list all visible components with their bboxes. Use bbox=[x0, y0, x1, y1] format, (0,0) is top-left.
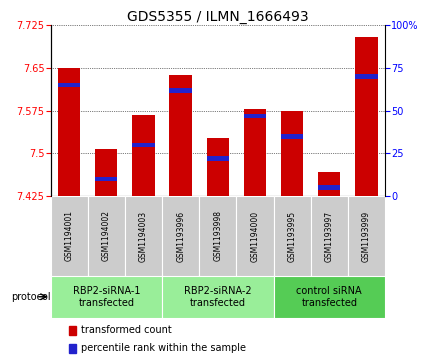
Bar bbox=[95, 150, 117, 196]
Bar bbox=[162, 276, 274, 318]
Bar bbox=[355, 37, 378, 196]
Bar bbox=[281, 111, 303, 196]
Text: RBP2-siRNA-2
transfected: RBP2-siRNA-2 transfected bbox=[184, 286, 252, 307]
Bar bbox=[51, 196, 88, 276]
Bar bbox=[318, 185, 341, 190]
Bar bbox=[274, 276, 385, 318]
Text: GSM1193996: GSM1193996 bbox=[176, 211, 185, 261]
Text: transformed count: transformed count bbox=[81, 325, 172, 335]
Bar bbox=[58, 83, 81, 87]
Bar bbox=[318, 172, 341, 196]
Bar bbox=[311, 196, 348, 276]
Text: control siRNA
transfected: control siRNA transfected bbox=[297, 286, 362, 307]
Bar bbox=[69, 344, 76, 353]
Bar bbox=[58, 68, 81, 196]
Bar bbox=[125, 196, 162, 276]
Text: GSM1194002: GSM1194002 bbox=[102, 211, 111, 261]
Text: RBP2-siRNA-1
transfected: RBP2-siRNA-1 transfected bbox=[73, 286, 140, 307]
Bar bbox=[281, 134, 303, 139]
Bar bbox=[207, 138, 229, 196]
Text: protocol: protocol bbox=[11, 292, 51, 302]
Bar bbox=[162, 196, 199, 276]
Bar bbox=[274, 196, 311, 276]
Bar bbox=[88, 196, 125, 276]
Bar bbox=[132, 143, 154, 147]
Bar bbox=[169, 88, 192, 93]
Bar bbox=[244, 114, 266, 118]
Title: GDS5355 / ILMN_1666493: GDS5355 / ILMN_1666493 bbox=[127, 11, 308, 24]
Text: percentile rank within the sample: percentile rank within the sample bbox=[81, 343, 246, 354]
Bar bbox=[51, 276, 162, 318]
Bar bbox=[132, 115, 154, 196]
Bar bbox=[199, 196, 236, 276]
Bar bbox=[95, 177, 117, 181]
Text: GSM1193998: GSM1193998 bbox=[213, 211, 222, 261]
Bar bbox=[236, 196, 274, 276]
Bar bbox=[244, 109, 266, 196]
Bar bbox=[69, 326, 76, 335]
Text: GSM1193995: GSM1193995 bbox=[288, 211, 297, 261]
Text: GSM1193997: GSM1193997 bbox=[325, 211, 334, 261]
Text: GSM1194000: GSM1194000 bbox=[250, 211, 260, 261]
Text: GSM1193999: GSM1193999 bbox=[362, 211, 371, 261]
Text: GSM1194001: GSM1194001 bbox=[65, 211, 73, 261]
Bar bbox=[355, 74, 378, 79]
Bar bbox=[169, 75, 192, 196]
Bar bbox=[348, 196, 385, 276]
Bar bbox=[207, 156, 229, 161]
Text: GSM1194003: GSM1194003 bbox=[139, 211, 148, 261]
